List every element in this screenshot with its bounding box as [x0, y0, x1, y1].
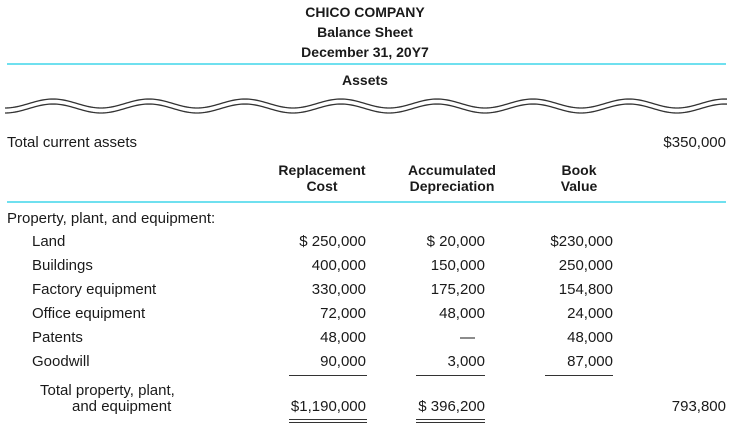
total-current-assets-label: Total current assets — [7, 134, 138, 151]
column-header-replacement-cost: Replacement Cost — [278, 162, 365, 194]
column-header-line: Replacement — [278, 162, 366, 178]
double-rule-depreciation — [416, 419, 485, 423]
subtotal-rule-cost — [289, 375, 367, 376]
ppe-row-book-value: 87,000 — [567, 353, 613, 370]
company-name: CHICO COMPANY — [305, 4, 425, 20]
ppe-row-cost: 400,000 — [311, 257, 366, 274]
ppe-row-label: Buildings — [32, 257, 93, 274]
ppe-row-cost: 48,000 — [320, 329, 366, 346]
total-current-assets-value: $350,000 — [663, 134, 726, 151]
ppe-row-depreciation: 3,000 — [447, 353, 485, 370]
ppe-row-cost: $ 250,000 — [299, 233, 366, 250]
ppe-row-depreciation: 150,000 — [430, 257, 485, 274]
ppe-row-book-value: $230,000 — [550, 233, 613, 250]
ppe-row-cost: 330,000 — [311, 281, 366, 298]
double-rule-cost — [289, 419, 367, 423]
column-header-line: Book — [561, 162, 597, 178]
ppe-row-depreciation: — — [460, 329, 475, 346]
ppe-row-cost: 90,000 — [320, 353, 366, 370]
column-header-rule — [7, 201, 726, 203]
ppe-row-book-value: 24,000 — [567, 305, 613, 322]
ppe-heading: Property, plant, and equipment: — [7, 210, 216, 227]
column-header-line: Accumulated — [408, 162, 496, 178]
omission-wave — [5, 98, 728, 114]
total-ppe-label-line2: and equipment — [72, 398, 172, 415]
ppe-row-label: Factory equipment — [32, 281, 157, 298]
ppe-row-cost: 72,000 — [320, 305, 366, 322]
statement-title: Balance Sheet — [317, 24, 413, 40]
ppe-row-label: Goodwill — [32, 353, 90, 370]
ppe-row-book-value: 250,000 — [558, 257, 613, 274]
column-header-book-value: Book Value — [561, 162, 598, 194]
total-cost: $1,190,000 — [290, 398, 366, 415]
total-ppe-value: 793,800 — [671, 398, 726, 415]
total-depreciation: $ 396,200 — [418, 398, 485, 415]
subtotal-rule-depreciation — [416, 375, 485, 376]
column-header-line: Cost — [306, 178, 338, 194]
ppe-row-depreciation: $ 20,000 — [426, 233, 485, 250]
ppe-row-label: Land — [32, 233, 66, 250]
ppe-row-book-value: 154,800 — [558, 281, 613, 298]
ppe-row-label: Patents — [32, 329, 83, 346]
ppe-row-book-value: 48,000 — [567, 329, 613, 346]
header-rule — [7, 63, 726, 65]
statement-date: December 31, 20Y7 — [301, 44, 429, 60]
section-title: Assets — [342, 72, 388, 88]
ppe-row-depreciation: 175,200 — [430, 281, 485, 298]
ppe-row-label: Office equipment — [32, 305, 146, 322]
total-ppe-label-line1: Total property, plant, — [40, 382, 175, 399]
ppe-row-depreciation: 48,000 — [439, 305, 485, 322]
subtotal-rule-book — [545, 375, 613, 376]
column-header-line: Depreciation — [409, 178, 495, 194]
column-header-line: Value — [560, 178, 598, 194]
column-header-accumulated-depreciation: Accumulated Depreciation — [408, 162, 496, 194]
